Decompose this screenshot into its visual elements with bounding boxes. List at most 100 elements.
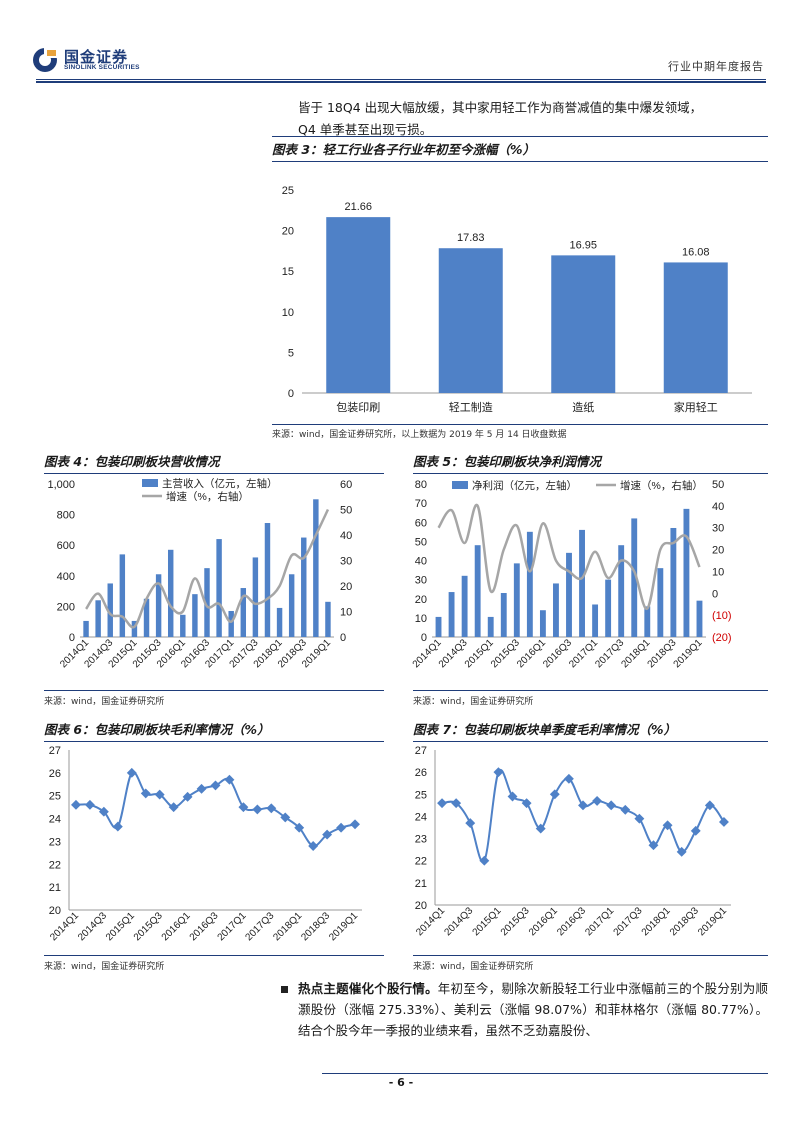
intro-line: Q4 单季甚至出现亏损。 — [298, 122, 433, 137]
left-y-tick-label: 1,000 — [47, 479, 75, 491]
point-2018Q4 — [336, 822, 347, 833]
figure-5-source: 来源：wind，国金证券研究所 — [413, 697, 534, 707]
growth-line — [85, 508, 330, 629]
figure-7-title: 图表 7：包装印刷板块单季度毛利率情况（%） — [413, 719, 768, 742]
figure-7-source: 来源：wind，国金证券研究所 — [413, 962, 534, 972]
point-2016Q4 — [224, 774, 235, 785]
bar-2017Q4 — [631, 518, 638, 637]
right-y-tick-label: 40 — [340, 530, 352, 542]
sinolink-logo-icon — [33, 47, 58, 72]
x-tick-label: 2019Q1 — [672, 637, 705, 670]
data-label: 17.83 — [457, 232, 485, 244]
intro-line: 皆于 18Q4 出现大幅放缓，其中家用轻工作为商誉减值的集中爆发领域， — [298, 100, 703, 115]
bar-2015Q4 — [167, 549, 174, 637]
figure-5-title: 图表 5：包装印刷板块净利润情况 — [413, 451, 768, 474]
bar-2014Q4 — [119, 554, 126, 637]
growth-line — [437, 503, 701, 610]
x-tick-label: 2017Q3 — [612, 905, 645, 938]
x-tick-label: 2018Q3 — [668, 905, 701, 938]
left-y-tick-label: 200 — [57, 601, 75, 613]
figure-6-source: 来源：wind，国金证券研究所 — [44, 962, 165, 972]
bar-2016Q3 — [566, 552, 572, 637]
point-2018Q3 — [690, 825, 701, 836]
bar-2016Q1 — [180, 614, 186, 637]
x-tick-label: 2015Q1 — [104, 910, 137, 943]
figure-5-chart: 01020304050607080(20)(10)010203040502014… — [411, 479, 732, 670]
figure-4-chart: 02004006008001,00001020304050602014Q1201… — [47, 477, 352, 670]
legend-line-label: 增速（%，右轴） — [166, 490, 249, 503]
x-tick-label: 2016Q3 — [555, 905, 588, 938]
right-y-tick-label: 30 — [712, 523, 724, 535]
bar-2018Q2 — [657, 568, 664, 637]
bar-家用轻工 — [663, 262, 728, 393]
y-tick-label: 24 — [49, 814, 61, 826]
right-y-tick-label: 40 — [712, 501, 724, 513]
figure-6-chart: 20212223242526272014Q12014Q32015Q12015Q3… — [48, 745, 362, 943]
left-y-tick-label: 30 — [415, 575, 427, 587]
x-tick-label: 2016Q3 — [188, 910, 221, 943]
y-tick-label: 25 — [282, 185, 294, 197]
point-2017Q1 — [238, 802, 249, 813]
point-2016Q2 — [563, 773, 574, 784]
data-label: 16.95 — [569, 239, 597, 251]
point-2014Q2 — [84, 799, 95, 810]
figure-4-source: 来源：wind，国金证券研究所 — [44, 697, 165, 707]
point-2015Q1 — [493, 767, 504, 778]
left-y-tick-label: 20 — [415, 594, 427, 606]
point-2015Q2 — [507, 791, 518, 802]
point-2018Q1 — [294, 822, 305, 833]
figure-3-chart: 0 5 10 15 20 25 21.66 包装印刷 17.83 轻工制造 16.95 造纸 16.08… — [282, 185, 752, 414]
legend-bar-label: 净利润（亿元，左轴） — [472, 479, 577, 492]
bar-2016Q3 — [204, 568, 210, 637]
left-y-tick-label: 60 — [415, 517, 427, 529]
point-2014Q1 — [71, 799, 81, 810]
bar-2017Q2 — [605, 579, 612, 637]
figure-3-bottom-rule — [272, 424, 768, 425]
hot-topic-paragraph: 热点主题催化个股行情。年初至今，剔除次新股轻工行业中涨幅前三的个股分别为顺灏股份… — [298, 978, 768, 1041]
x-tick-label: 包装印刷 — [336, 401, 380, 414]
figure-4-bottom-rule — [44, 690, 384, 691]
sinolink-logo: 国金证券 SINOLINK SECURITIES — [28, 44, 158, 78]
bar-2018Q1 — [276, 607, 283, 637]
right-y-tick-label: (10) — [712, 610, 732, 622]
bar-包装印刷 — [326, 217, 391, 393]
x-tick-label: 轻工制造 — [449, 400, 493, 414]
left-y-tick-label: 80 — [415, 479, 427, 491]
point-2017Q1 — [606, 800, 617, 811]
point-2019Q1 — [719, 817, 729, 827]
bar-2014Q3 — [461, 575, 468, 637]
left-y-tick-label: 400 — [57, 571, 75, 583]
point-2014Q3 — [98, 806, 109, 817]
point-2019Q1 — [350, 819, 360, 830]
right-y-tick-label: 10 — [712, 566, 724, 578]
right-y-tick-label: 0 — [712, 588, 718, 600]
figure-3-title: 图表 3：轻工行业各子行业年初至今涨幅（%） — [272, 139, 768, 162]
bar-造纸 — [551, 255, 616, 393]
footer-divider — [322, 1073, 768, 1074]
right-y-tick-label: 30 — [340, 556, 352, 568]
y-tick-label: 10 — [282, 307, 294, 319]
point-2017Q2 — [252, 804, 263, 815]
y-tick-label: 0 — [288, 388, 294, 400]
bar-2016Q2 — [192, 594, 198, 637]
intro-paragraph: 皆于 18Q4 出现大幅放缓，其中家用轻工作为商誉减值的集中爆发领域， Q4 单… — [298, 97, 768, 141]
right-y-tick-label: 50 — [712, 479, 724, 491]
bar-2017Q4 — [264, 523, 271, 637]
x-tick-label: 2015Q3 — [499, 905, 532, 938]
bar-2014Q1 — [83, 620, 89, 637]
hot-topic-lead: 热点主题催化个股行情。 — [298, 981, 438, 996]
x-tick-label: 2019Q1 — [327, 910, 360, 943]
x-tick-label: 2018Q1 — [271, 910, 304, 943]
brand-name-en: SINOLINK SECURITIES — [64, 64, 140, 71]
x-tick-label: 2016Q1 — [160, 910, 193, 943]
bar-2018Q2 — [288, 574, 295, 637]
figure-3-source: 来源：wind，国金证券研究所，以上数据为 2019 年 5 月 14 日收盘数… — [272, 430, 567, 440]
bar-2018Q3 — [301, 537, 307, 637]
bar-2018Q4 — [313, 499, 319, 637]
legend-bar-swatch — [142, 479, 158, 487]
x-tick-label: 2016Q1 — [527, 905, 560, 938]
bar-2018Q3 — [670, 527, 677, 637]
bar-2018Q4 — [683, 508, 690, 637]
legend-bar-swatch — [452, 481, 468, 489]
point-2014Q4 — [479, 855, 490, 866]
